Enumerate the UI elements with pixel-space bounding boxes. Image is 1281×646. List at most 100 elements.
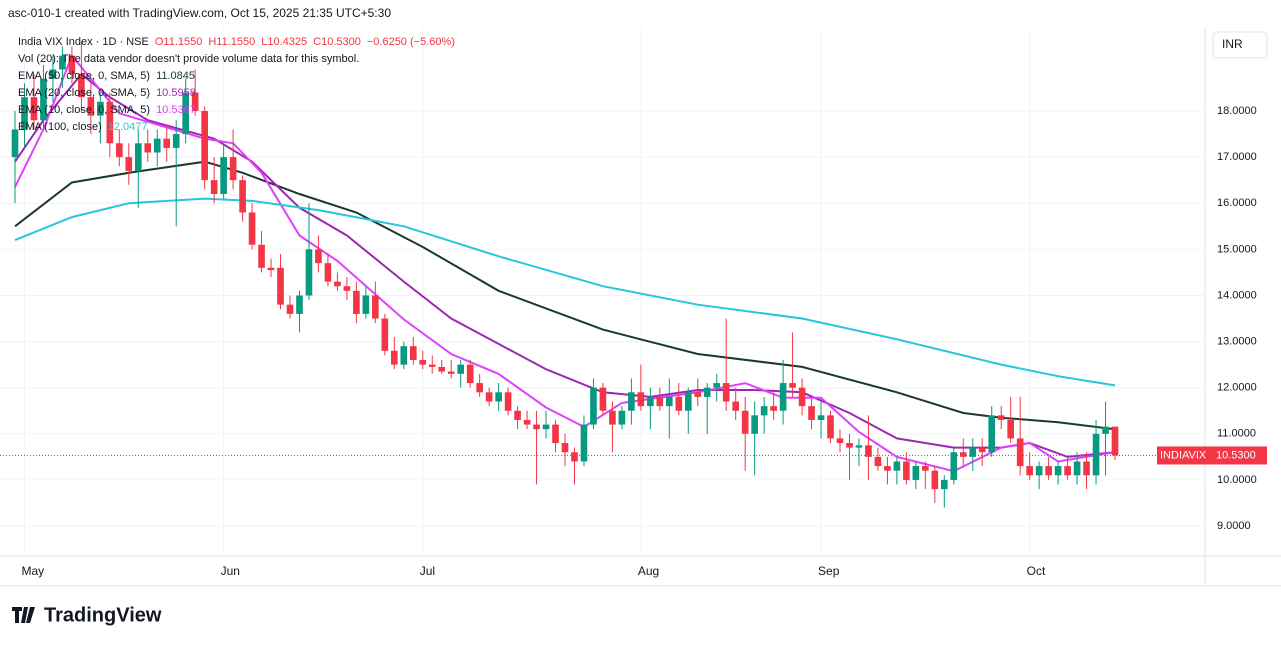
candle-body [732,401,740,411]
candle-body [609,410,616,425]
y-tick-label: 13.0000 [1217,335,1257,347]
candle-body [428,364,436,367]
candle-body [447,371,455,374]
header-ohlc: L10.4325 [261,36,307,48]
legend-value: 11.0845 [156,70,195,82]
ema-line [14,160,1116,431]
candle-body [751,415,758,434]
candle-body [1111,426,1119,456]
candle-body [855,445,863,448]
y-tick-label: 17.0000 [1217,151,1257,163]
candle-body [523,419,531,425]
legend-value: 10.5367 [156,104,196,116]
header-ohlc: −0.6250 (−5.60%) [367,36,455,48]
candle-body [893,461,901,471]
candle-body [87,97,95,116]
logo-text: TradingView [44,604,162,626]
candle-body [1035,466,1043,476]
candle-body [703,387,711,397]
candle-body [476,383,483,393]
header-ohlc: O11.1550 [155,36,203,48]
indicators [14,53,1116,473]
legend-entry: EMA (100, close) 12.0477 [18,121,148,133]
candle-body [324,263,332,282]
candle-body [144,143,152,153]
candle-body [552,424,559,444]
currency[interactable]: INR [1222,37,1243,51]
ema-line [14,197,1116,387]
candle-body [11,129,19,158]
candle-body [419,360,427,365]
candle-body [504,392,512,411]
candle-body [201,111,208,181]
candle-body [115,143,123,158]
candle-body [59,55,66,70]
candle-body [97,101,104,116]
candle-body [628,392,635,411]
candle-body [675,396,683,411]
logo: TradingView [12,604,162,626]
candle-body [637,392,645,407]
candle-body [220,157,227,195]
candle-body [258,244,265,268]
candle-body [182,92,190,135]
candle-body [334,281,341,287]
y-tick-label: 11.0000 [1217,428,1256,440]
candle-body [808,406,815,420]
legend-name: EMA (50, close, 0, SMA, 5) [18,70,150,82]
y-tick-label: 12.0000 [1217,382,1257,394]
candle-body [542,424,550,430]
candle-body [1026,466,1033,476]
candle-body [191,92,199,112]
candle-body [647,396,654,407]
candle-body [466,364,474,384]
candle-body [315,249,322,264]
candle-body [1092,433,1100,476]
header-ohlc: C10.5300 [313,36,361,48]
candle-body [457,364,465,374]
candle-body [1054,466,1062,476]
candle-body [874,456,882,467]
ema-line [14,72,1116,458]
candle-body [922,466,929,471]
y-tick-label: 14.0000 [1217,289,1257,301]
candle-body [229,157,237,181]
candle-body [694,392,702,397]
candle-body [760,406,768,416]
last-price-tag-bg [1209,446,1267,465]
candle-body [485,392,493,402]
candle-body [884,466,891,471]
candle-body [400,346,408,365]
last-price-tag: 10.5300 [1216,449,1256,461]
candle-body [599,387,607,411]
header: India VIX Index · 1D · NSE O11.1550 H11.15… [18,36,455,48]
logo-mark [12,607,35,623]
candle-body [21,97,28,130]
symbol-tag: INDIAVIX [1160,449,1207,461]
x-tick-label: Oct [1027,564,1046,578]
y-tick-label: 18.0000 [1217,105,1257,117]
candle-body [514,410,521,420]
candle-body [438,366,446,372]
candle-body [618,410,626,425]
candle-body [590,387,597,425]
candle-body [789,383,796,388]
candle-body [343,286,351,291]
candle-body [950,452,958,480]
candle-body [1007,419,1015,439]
candle-body [210,180,218,195]
candles [11,41,1119,508]
candle-body [267,267,275,271]
candle-body [912,466,920,480]
currency-box[interactable] [1212,31,1268,59]
x-tick-label: Jun [221,564,240,578]
candle-body [580,424,588,462]
title: India VIX Index · 1D · NSE [18,36,149,48]
candle-body [656,396,664,407]
x-tick-label: Jul [420,564,435,578]
candle-body [248,212,256,245]
candle-body [286,304,294,314]
x-tick-label: May [21,564,44,578]
